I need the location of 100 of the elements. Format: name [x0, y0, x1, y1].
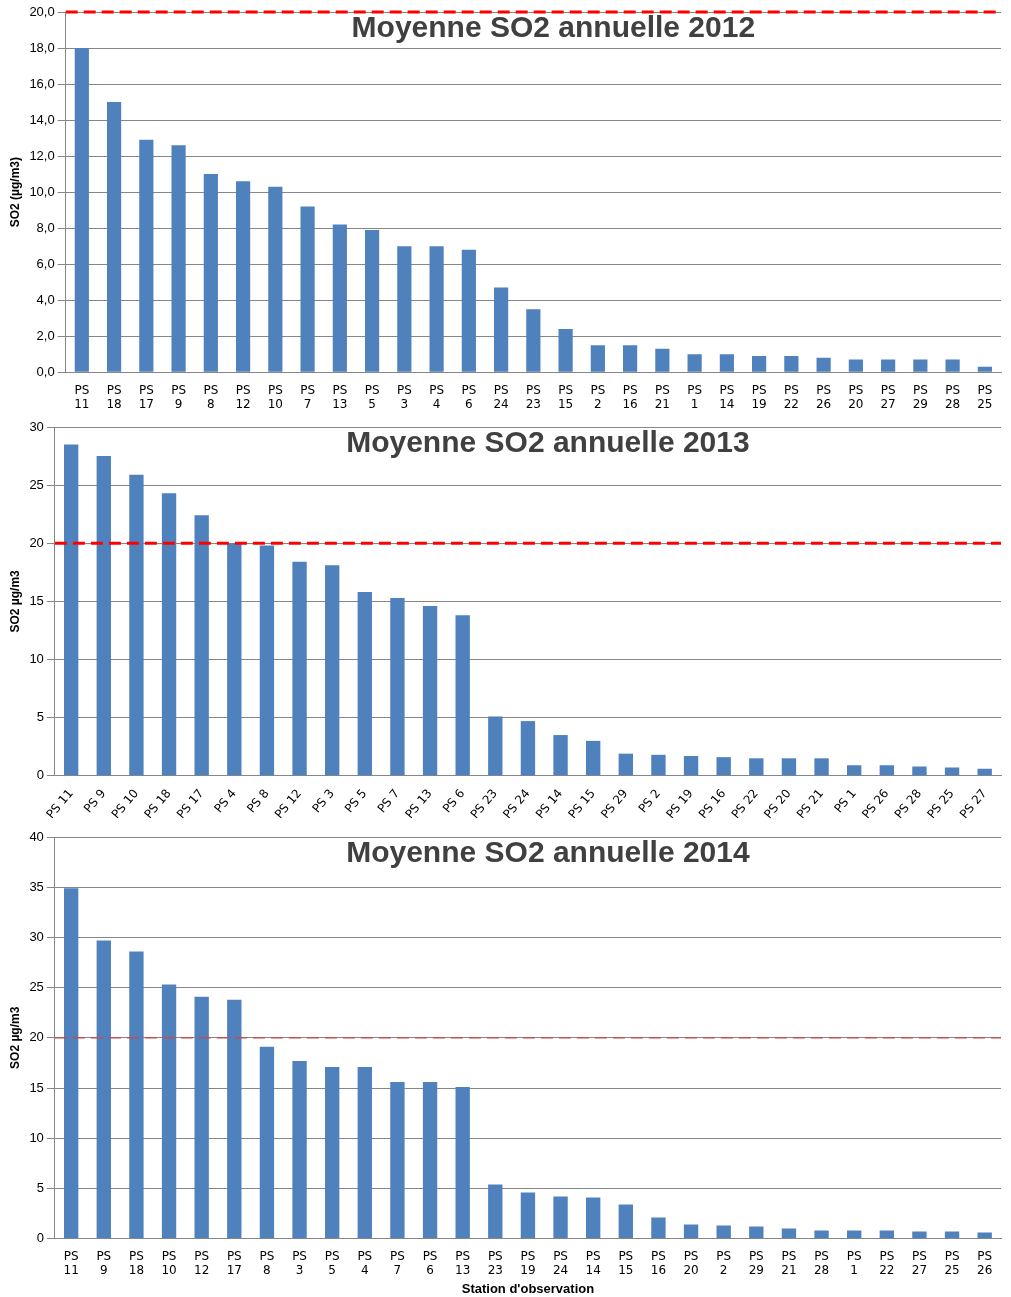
bar	[494, 287, 509, 372]
bar	[912, 1231, 927, 1239]
x-tick-label: PS 28	[891, 786, 925, 822]
x-tick-label: PS 12	[271, 786, 305, 822]
bar	[719, 354, 734, 372]
x-tick-label: PS 14	[585, 1248, 601, 1278]
x-tick-label: PS 4	[429, 382, 445, 411]
x-tick-label: PS 14	[719, 382, 735, 411]
x-tick-label: PS 22	[728, 786, 761, 822]
x-tick-label: PS 13	[332, 382, 348, 411]
bar	[913, 359, 928, 372]
bar	[96, 940, 111, 1239]
x-tick-label: PS 1	[846, 1248, 862, 1278]
x-tick-label: PS 21	[781, 1248, 797, 1278]
x-tick-label: PS 10	[161, 1248, 177, 1278]
x-tick-label: PS 24	[552, 1248, 569, 1278]
x-tick-label: PS 8	[244, 786, 272, 816]
bar	[716, 757, 731, 776]
bar	[520, 1192, 536, 1239]
x-tick-label: PS 22	[783, 382, 799, 411]
x-tick-label: PS 9	[96, 1248, 112, 1278]
bar	[292, 561, 307, 776]
x-tick-label: PS 26	[815, 382, 832, 411]
x-tick-label: PS 3	[396, 382, 412, 411]
bar	[203, 174, 218, 372]
bar	[651, 1217, 666, 1239]
y-tick-label: 30	[29, 928, 44, 944]
bar	[977, 366, 992, 372]
y-tick-label: 0	[36, 767, 44, 783]
y-tick-label: 10,0	[29, 183, 55, 199]
bar	[586, 740, 601, 776]
x-tick-label: PS 18	[128, 1248, 145, 1278]
x-tick-label: PS 28	[944, 382, 961, 411]
x-tick-label: PS 29	[597, 786, 631, 822]
bar	[64, 888, 79, 1239]
x-tick-label: PS 5	[341, 786, 370, 816]
bar	[912, 766, 927, 776]
x-tick-label: PS 20	[848, 382, 864, 411]
bar	[292, 1060, 307, 1239]
x-tick-label: PS 17	[173, 786, 207, 822]
bar	[816, 357, 831, 372]
bar	[397, 246, 412, 372]
bar	[422, 606, 438, 776]
bar	[74, 48, 89, 372]
y-axis-title: SO2 (µg/m3)	[7, 156, 22, 228]
y-tick-label: 20	[29, 1029, 44, 1045]
bar	[194, 996, 209, 1239]
x-tick-label: PS 2	[716, 1248, 732, 1278]
y-tick-label: 30	[29, 418, 44, 434]
bar	[325, 1066, 340, 1239]
x-tick-label: PS 29	[912, 382, 929, 411]
x-tick-label: PS 19	[663, 786, 696, 822]
x-tick-label: PS 7	[300, 382, 316, 411]
x-tick-label: PS 16	[622, 382, 638, 411]
y-tick-label: 2,0	[36, 327, 55, 343]
bar	[129, 474, 144, 776]
x-tick-label: PS 5	[324, 1248, 340, 1278]
bar	[590, 345, 605, 372]
y-tick-label: 14,0	[29, 111, 55, 127]
bar	[651, 754, 666, 776]
bar	[227, 999, 242, 1239]
x-tick-label: PS 20	[761, 786, 794, 822]
x-tick-label: PS 15	[565, 786, 598, 822]
y-tick-label: 40	[29, 828, 44, 844]
x-tick-label: PS 17	[138, 382, 154, 411]
y-tick-label: 35	[29, 878, 44, 894]
chart-title: Moyenne SO2 annuelle 2013	[346, 425, 750, 459]
x-tick-label: PS 5	[364, 382, 380, 411]
x-tick-label: PS 16	[650, 1248, 667, 1278]
bar	[749, 758, 764, 776]
y-tick-label: 4,0	[36, 291, 55, 307]
bar	[683, 1224, 699, 1239]
bar	[687, 354, 702, 372]
bar	[586, 1197, 601, 1239]
bar	[526, 309, 541, 372]
bar	[461, 249, 476, 372]
x-tick-label: PS 10	[267, 382, 283, 411]
y-tick-label: 15	[29, 592, 44, 608]
x-tick-label: PS 1	[687, 382, 703, 411]
y-tick-label: 25	[29, 476, 44, 492]
bar	[618, 1204, 633, 1239]
x-tick-label: PS 12	[235, 382, 251, 411]
bar	[161, 493, 177, 776]
bar	[881, 359, 896, 372]
bar	[194, 515, 209, 776]
x-tick-label: PS 26	[858, 786, 892, 822]
x-tick-label: PS 2	[590, 382, 606, 411]
bar	[268, 186, 283, 372]
bar	[429, 246, 444, 372]
bar	[488, 1184, 503, 1239]
bar	[390, 1081, 405, 1239]
x-tick-label: PS 24	[493, 382, 509, 411]
x-tick-label: PS 11	[43, 786, 76, 822]
bar	[300, 206, 315, 372]
x-tick-label: PS 27	[911, 1248, 928, 1278]
x-tick-label: PS 3	[292, 1248, 307, 1278]
x-tick-label: PS 21	[793, 786, 827, 822]
x-tick-label: PS 2	[635, 786, 664, 816]
y-tick-label: 15	[29, 1079, 44, 1095]
x-tick-label: PS 7	[374, 786, 403, 816]
